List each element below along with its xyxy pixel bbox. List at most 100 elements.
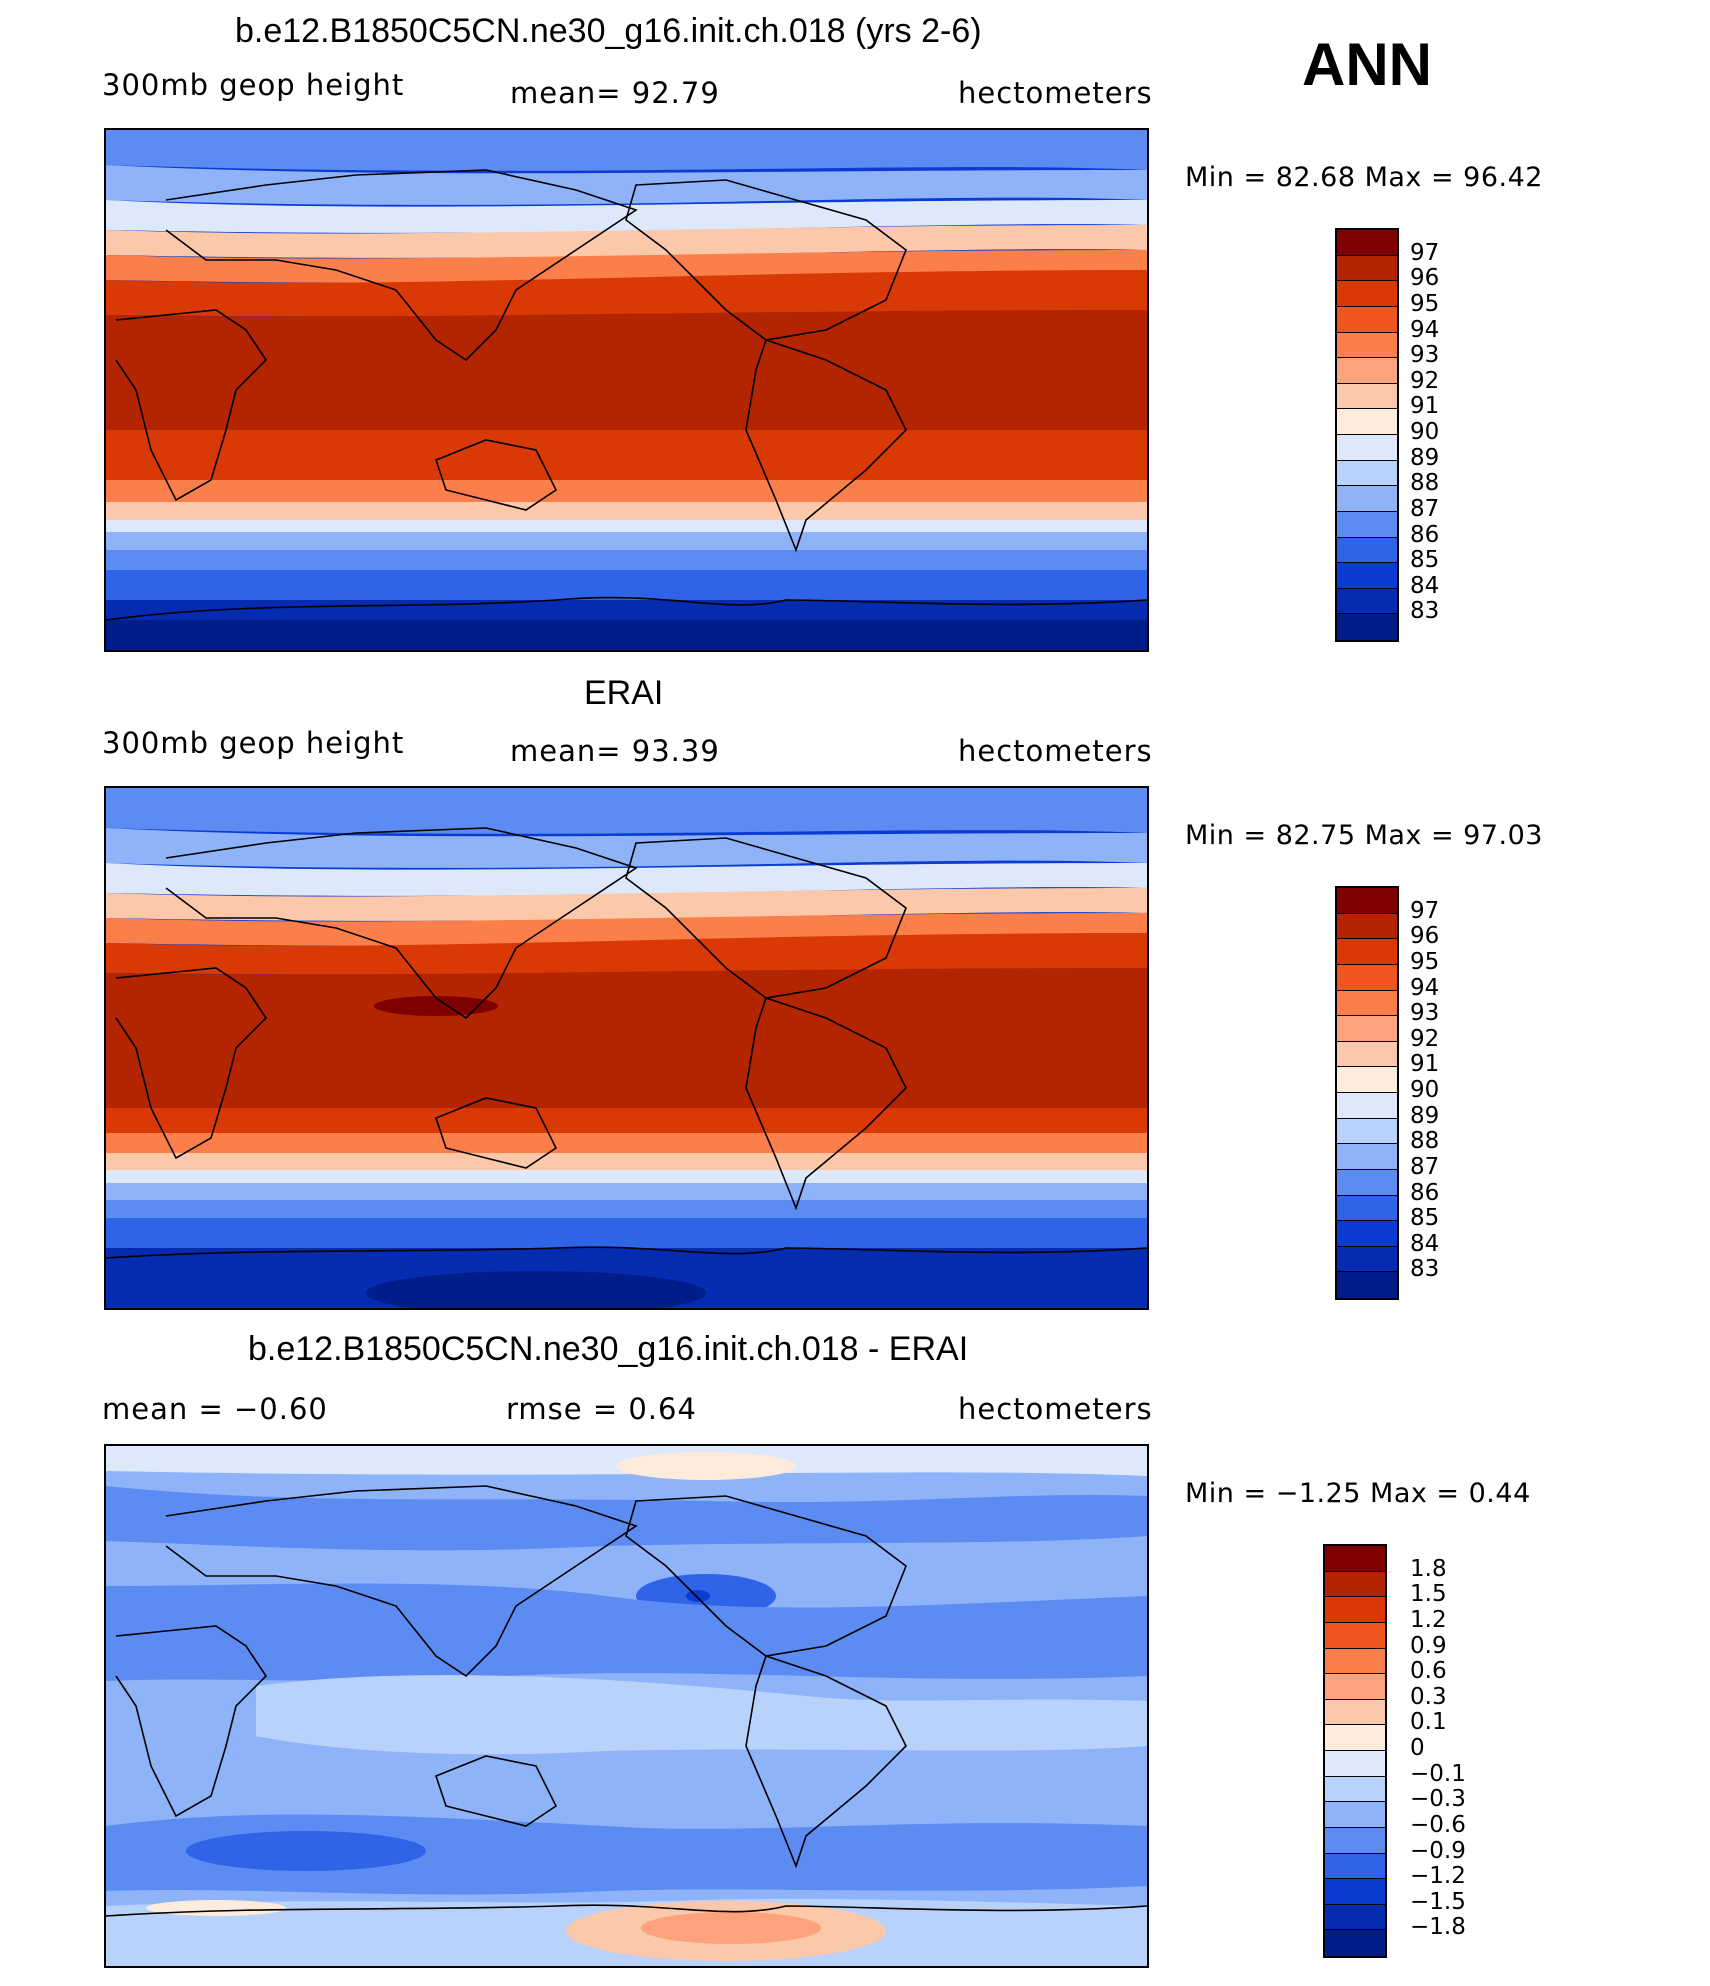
colorbar-swatch — [1337, 888, 1397, 914]
colorbar-tick-label: −0.3 — [1410, 1786, 1466, 1813]
colorbar-tick-label: 85 — [1410, 547, 1440, 574]
colorbar-swatch — [1337, 939, 1397, 965]
colorbar-swatch — [1337, 913, 1397, 940]
colorbar-swatch — [1337, 1221, 1397, 1247]
panel-model-colorbar — [1335, 228, 1399, 642]
colorbar-tick-label: 91 — [1410, 393, 1440, 420]
colorbar-swatch — [1325, 1546, 1385, 1572]
colorbar-swatch — [1337, 332, 1397, 359]
colorbar-tick-label: 93 — [1410, 1000, 1440, 1027]
colorbar-tick-label: 87 — [1410, 495, 1440, 522]
colorbar-tick-label: 88 — [1410, 470, 1440, 497]
panel-model-units-label: hectometers — [958, 76, 1153, 110]
colorbar-swatch — [1337, 358, 1397, 384]
colorbar-swatch — [1337, 281, 1397, 307]
colorbar-swatch — [1325, 1699, 1385, 1726]
colorbar-tick-label: 94 — [1410, 316, 1440, 343]
colorbar-tick-label: 85 — [1410, 1205, 1440, 1232]
colorbar-tick-label: 94 — [1410, 974, 1440, 1001]
panel-diff-min-max: Min = −1.25 Max = 0.44 — [1185, 1478, 1531, 1509]
colorbar-tick-label: 0.9 — [1410, 1632, 1447, 1659]
colorbar-tick-label: 95 — [1410, 290, 1440, 317]
colorbar-swatch — [1325, 1853, 1385, 1880]
colorbar-tick-label: 95 — [1410, 948, 1440, 975]
colorbar-swatch — [1337, 511, 1397, 538]
colorbar-swatch — [1337, 614, 1397, 640]
colorbar-tick-label: 96 — [1410, 923, 1440, 950]
panel-diff-title: b.e12.B1850C5CN.ne30_g16.init.ch.018 - E… — [248, 1330, 969, 1368]
panel-model-variable-label: 300mb geop height — [102, 68, 405, 102]
panel-diff-colorbar — [1323, 1544, 1387, 1958]
colorbar-tick-label: 88 — [1410, 1128, 1440, 1155]
colorbar-swatch — [1325, 1622, 1385, 1649]
colorbar-tick-label: 1.2 — [1410, 1606, 1447, 1633]
colorbar-swatch — [1337, 1016, 1397, 1042]
colorbar-swatch — [1325, 1802, 1385, 1828]
colorbar-tick-label: 91 — [1410, 1051, 1440, 1078]
colorbar-tick-label: −1.5 — [1410, 1888, 1466, 1915]
colorbar-swatch — [1337, 460, 1397, 487]
colorbar-swatch — [1337, 964, 1397, 991]
colorbar-swatch — [1325, 1904, 1385, 1931]
colorbar-tick-label: 0 — [1410, 1735, 1425, 1761]
colorbar-swatch — [1325, 1930, 1385, 1956]
colorbar-tick-label: 97 — [1410, 897, 1440, 924]
colorbar-swatch — [1337, 1272, 1397, 1298]
colorbar-swatch — [1337, 1144, 1397, 1170]
colorbar-swatch — [1325, 1648, 1385, 1675]
colorbar-tick-label: 0.6 — [1410, 1658, 1447, 1685]
panel-obs-min-max: Min = 82.75 Max = 97.03 — [1185, 820, 1543, 851]
model-300mb-geopotential-height-map — [104, 128, 1149, 652]
colorbar-swatch — [1325, 1776, 1385, 1803]
colorbar-tick-label: 92 — [1410, 367, 1440, 394]
colorbar-tick-label: 93 — [1410, 342, 1440, 369]
colorbar-tick-label: 96 — [1410, 265, 1440, 292]
colorbar-tick-label: −0.9 — [1410, 1837, 1466, 1864]
colorbar-swatch — [1337, 1118, 1397, 1145]
colorbar-swatch — [1337, 1246, 1397, 1273]
colorbar-swatch — [1337, 990, 1397, 1017]
colorbar-tick-label: 1.8 — [1410, 1555, 1447, 1582]
colorbar-swatch — [1337, 383, 1397, 410]
panel-obs-units-label: hectometers — [958, 734, 1153, 768]
colorbar-tick-label: 90 — [1410, 1077, 1440, 1103]
colorbar-tick-label: 97 — [1410, 239, 1440, 266]
panel-diff-units-label: hectometers — [958, 1392, 1153, 1426]
colorbar-tick-label: 0.3 — [1410, 1683, 1447, 1710]
colorbar-tick-label: −1.8 — [1410, 1914, 1466, 1941]
panel-model-mean-label: mean= 92.79 — [510, 76, 720, 110]
colorbar-tick-label: −0.6 — [1410, 1811, 1466, 1838]
colorbar-tick-label: 83 — [1410, 1256, 1440, 1283]
colorbar-tick-label: −0.1 — [1410, 1760, 1466, 1787]
colorbar-swatch — [1337, 409, 1397, 435]
colorbar-swatch — [1337, 1169, 1397, 1196]
colorbar-swatch — [1337, 435, 1397, 461]
panel-obs-title: ERAI — [584, 674, 664, 712]
colorbar-tick-label: 1.5 — [1410, 1581, 1447, 1608]
colorbar-tick-label: 92 — [1410, 1025, 1440, 1052]
panel-obs-colorbar — [1335, 886, 1399, 1300]
colorbar-swatch — [1325, 1674, 1385, 1700]
panel-diff-rmse-label: rmse = 0.64 — [506, 1392, 697, 1426]
erai-300mb-geopotential-height-map — [104, 786, 1149, 1310]
colorbar-tick-label: 0.1 — [1410, 1709, 1447, 1736]
colorbar-swatch — [1337, 1041, 1397, 1068]
colorbar-swatch — [1337, 230, 1397, 256]
difference-map — [104, 1444, 1149, 1968]
colorbar-swatch — [1337, 588, 1397, 615]
colorbar-tick-label: 89 — [1410, 444, 1440, 471]
season-label: ANN — [1302, 31, 1432, 98]
panel-obs-variable-label: 300mb geop height — [102, 726, 405, 760]
colorbar-tick-label: 84 — [1410, 1230, 1440, 1257]
colorbar-tick-label: 83 — [1410, 598, 1440, 625]
colorbar-swatch — [1325, 1597, 1385, 1623]
colorbar-swatch — [1337, 1093, 1397, 1119]
colorbar-tick-label: 86 — [1410, 521, 1440, 548]
panel-model-min-max: Min = 82.68 Max = 96.42 — [1185, 162, 1543, 193]
colorbar-tick-label: 84 — [1410, 572, 1440, 599]
colorbar-swatch — [1325, 1571, 1385, 1598]
panel-obs-mean-label: mean= 93.39 — [510, 734, 720, 768]
colorbar-swatch — [1337, 537, 1397, 564]
colorbar-tick-label: 86 — [1410, 1179, 1440, 1206]
colorbar-tick-label: 87 — [1410, 1153, 1440, 1180]
